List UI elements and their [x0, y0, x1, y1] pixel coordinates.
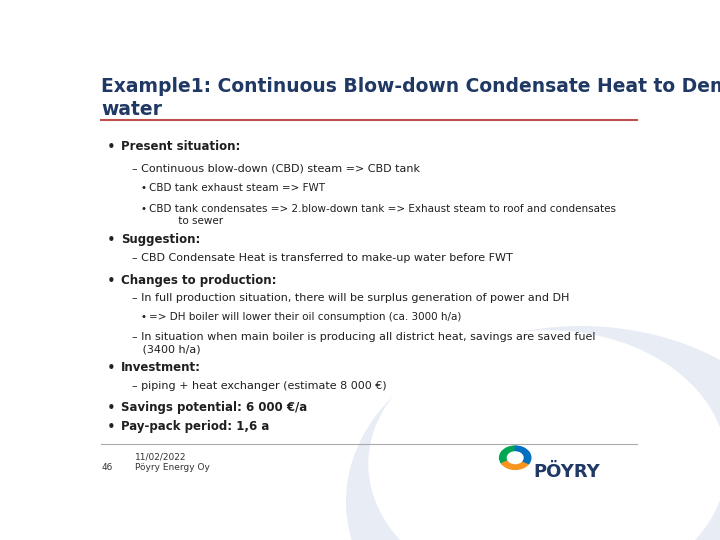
Text: Example1: Continuous Blow-down Condensate Heat to Demi-
water: Example1: Continuous Blow-down Condensat…: [101, 77, 720, 119]
Text: Changes to production:: Changes to production:: [121, 274, 276, 287]
Text: Pöyry Energy Oy: Pöyry Energy Oy: [135, 463, 210, 472]
Text: Investment:: Investment:: [121, 361, 201, 374]
Text: – piping + heat exchanger (estimate 8 000 €): – piping + heat exchanger (estimate 8 00…: [132, 381, 387, 391]
Text: •: •: [107, 140, 115, 154]
Text: – Continuous blow-down (CBD) steam => CBD tank: – Continuous blow-down (CBD) steam => CB…: [132, 164, 420, 174]
Text: Suggestion:: Suggestion:: [121, 233, 200, 246]
Text: •: •: [107, 233, 115, 248]
Circle shape: [346, 327, 720, 540]
Text: – In situation when main boiler is producing all district heat, savings are save: – In situation when main boiler is produ…: [132, 332, 595, 354]
Text: •: •: [107, 274, 115, 288]
Text: – In full production situation, there will be surplus generation of power and DH: – In full production situation, there wi…: [132, 294, 570, 303]
Circle shape: [413, 377, 720, 540]
Text: – CBD Condensate Heat is transferred to make-up water before FWT: – CBD Condensate Heat is transferred to …: [132, 253, 513, 263]
Wedge shape: [502, 458, 528, 469]
Circle shape: [508, 452, 523, 463]
Text: •: •: [140, 204, 146, 214]
Text: 46: 46: [101, 463, 112, 472]
Text: Savings potential: 6 000 €/a: Savings potential: 6 000 €/a: [121, 401, 307, 414]
Text: •: •: [107, 401, 115, 416]
Text: Present situation:: Present situation:: [121, 140, 240, 153]
Text: •: •: [140, 183, 146, 193]
Text: 11/02/2022: 11/02/2022: [135, 453, 186, 461]
Text: •: •: [107, 361, 115, 376]
Text: => DH boiler will lower their oil consumption (ca. 3000 h/a): => DH boiler will lower their oil consum…: [148, 312, 461, 322]
Wedge shape: [500, 446, 516, 463]
Text: Pay-pack period: 1,6 a: Pay-pack period: 1,6 a: [121, 420, 269, 433]
Text: •: •: [140, 312, 146, 322]
Text: PÖYRY: PÖYRY: [534, 463, 600, 481]
Text: CBD tank condensates => 2.blow-down tank => Exhaust steam to roof and condensate: CBD tank condensates => 2.blow-down tank…: [148, 204, 616, 226]
Text: CBD tank exhaust steam => FWT: CBD tank exhaust steam => FWT: [148, 183, 325, 193]
Circle shape: [369, 331, 720, 540]
Text: •: •: [107, 420, 115, 435]
Wedge shape: [516, 446, 531, 463]
